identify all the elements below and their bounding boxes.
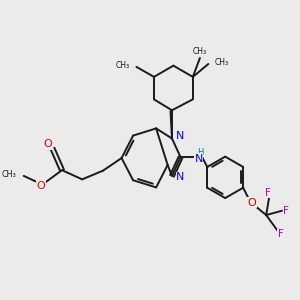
Text: O: O [44, 139, 52, 149]
Text: F: F [284, 206, 289, 216]
Text: N: N [194, 154, 203, 164]
Text: CH₃: CH₃ [215, 58, 229, 67]
Text: F: F [278, 229, 284, 239]
Text: H: H [198, 148, 204, 157]
Text: N: N [176, 172, 185, 182]
Text: N: N [176, 131, 185, 142]
Text: O: O [37, 181, 45, 191]
Text: CH₃: CH₃ [2, 170, 16, 179]
Text: CH₃: CH₃ [115, 61, 129, 70]
Text: CH₃: CH₃ [193, 47, 207, 56]
Text: O: O [248, 198, 256, 208]
Text: F: F [265, 188, 271, 198]
